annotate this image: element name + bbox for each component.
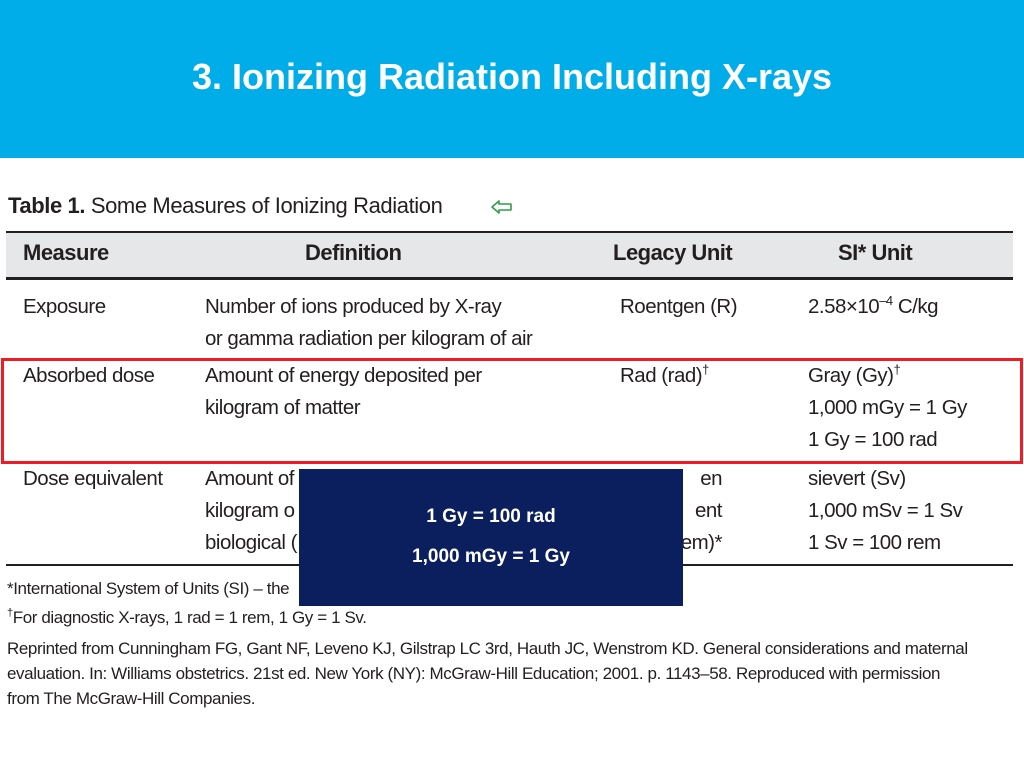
cell-line: 1,000 mSv = 1 Sv	[808, 499, 963, 522]
cell-line: biological (	[205, 531, 298, 554]
column-header: Definition	[305, 240, 402, 265]
source-line: Reprinted from Cunningham FG, Gant NF, L…	[7, 639, 968, 658]
cell-line: Absorbed dose	[23, 364, 155, 387]
table-header-bg	[6, 233, 1013, 278]
header-band	[0, 0, 1024, 158]
cell-line: Rad (rad)†	[620, 360, 709, 392]
cell-line: kilogram o	[205, 499, 295, 522]
callout-line: 1 Gy = 100 rad	[426, 506, 556, 527]
cell-line: em)*	[680, 531, 723, 554]
table-cell: Rad (rad)†	[620, 360, 709, 392]
text: C/kg	[892, 295, 939, 318]
cell-line: or gamma radiation per kilogram of air	[205, 327, 533, 350]
table-cell: Dose equivalent	[23, 463, 163, 495]
cell-line: Gray (Gy)†	[808, 360, 967, 392]
table-cell: Absorbed dose	[23, 360, 155, 392]
cell-line: Number of ions produced by X-ray	[205, 295, 502, 318]
cell-line: Roentgen (R)	[620, 295, 738, 318]
text: 2.58×10	[808, 295, 880, 318]
cell-line: 1,000 mGy = 1 Gy	[808, 396, 967, 419]
table-cell: Exposure	[23, 291, 106, 323]
column-header: Legacy Unit	[613, 240, 733, 265]
cell-line: Amount of	[205, 467, 294, 490]
table-label: Table 1.	[8, 193, 86, 218]
callout-box: 1 Gy = 100 rad 1,000 mGy = 1 Gy	[299, 469, 683, 606]
superscript: †	[893, 362, 901, 377]
text: Gray (Gy)	[808, 364, 894, 387]
column-header: SI* Unit	[838, 240, 913, 265]
cell-line: sievert (Sv)	[808, 467, 906, 490]
footnote: *International System of Units (SI) – th…	[7, 579, 290, 598]
source-line: from The McGraw-Hill Companies.	[7, 689, 256, 708]
footnote-text: For diagnostic X-rays, 1 rad = 1 rem, 1 …	[12, 608, 367, 627]
callout-line: 1,000 mGy = 1 Gy	[412, 546, 570, 567]
cell-line: Exposure	[23, 295, 106, 318]
table-cell: Roentgen (R)	[620, 291, 738, 323]
table-top-rule	[6, 231, 1013, 233]
cell-line: 1 Gy = 100 rad	[808, 428, 938, 451]
superscript: –4	[879, 293, 893, 308]
table-cell: Number of ions produced by X-ray or gamma…	[205, 291, 533, 355]
table-cell: Amount of kilogram o biological (	[205, 463, 298, 559]
cell-line: ent	[695, 499, 723, 522]
table-cell: Gray (Gy)† 1,000 mGy = 1 Gy 1 Gy = 100 rad	[808, 360, 967, 456]
text: Rad (rad)	[620, 364, 703, 387]
table-cell: 2.58×10–4 C/kg	[808, 291, 939, 323]
cell-line: Amount of energy deposited per	[205, 364, 482, 387]
cell-line: kilogram of matter	[205, 396, 361, 419]
table-caption: Table 1. Some Measures of Ionizing Radia…	[8, 193, 443, 219]
superscript: †	[702, 362, 709, 377]
back-arrow-icon	[491, 200, 512, 214]
cell-line: en	[700, 467, 722, 490]
table-caption-text: Some Measures of Ionizing Radiation	[90, 193, 443, 218]
cell-line: 1 Sv = 100 rem	[808, 531, 941, 554]
table-cell: en ent em)*	[680, 463, 723, 559]
table-cell: Amount of energy deposited per kilogram o…	[205, 360, 482, 424]
footnote-mark: †	[7, 607, 13, 619]
cell-line: 2.58×10–4 C/kg	[808, 291, 939, 323]
cell-line: Dose equivalent	[23, 467, 163, 490]
highlight-box	[1, 358, 1023, 464]
table-header-rule	[6, 277, 1013, 280]
slide-title: 3. Ionizing Radiation Including X-rays	[191, 56, 833, 97]
table-cell: sievert (Sv) 1,000 mSv = 1 Sv 1 Sv = 100 r…	[808, 463, 963, 559]
source-line: evaluation. In: Williams obstetrics. 21s…	[7, 664, 941, 683]
column-header: Measure	[23, 240, 109, 265]
footnote: †For diagnostic X-rays, 1 rad = 1 rem, 1…	[7, 608, 367, 628]
